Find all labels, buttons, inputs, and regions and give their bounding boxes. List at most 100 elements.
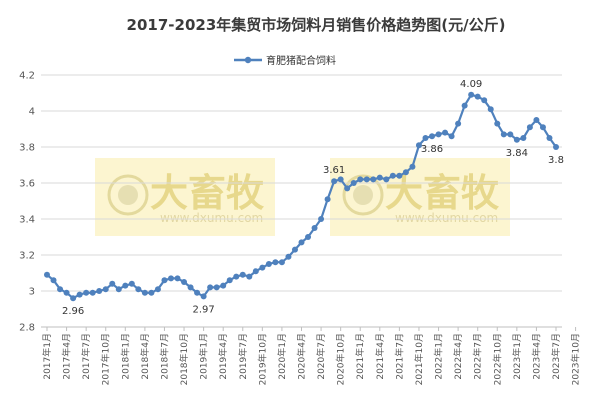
data-point	[402, 169, 409, 176]
data-point	[265, 261, 272, 267]
data-point	[324, 196, 331, 203]
data-point	[63, 289, 70, 296]
data-point	[461, 102, 468, 109]
data-point	[122, 282, 129, 289]
data-label: 4.09	[460, 79, 482, 90]
data-point	[167, 275, 174, 282]
data-point	[233, 273, 240, 280]
data-label: 2.96	[62, 306, 84, 317]
watermark-left-url: www.dxumu.com	[160, 211, 263, 225]
data-point	[154, 286, 161, 293]
data-point	[115, 286, 122, 293]
data-point	[546, 135, 553, 141]
x-tick-label: 2021年7月	[393, 333, 405, 380]
data-point	[298, 239, 305, 246]
data-point	[174, 275, 181, 282]
data-point	[207, 284, 214, 291]
y-tick-label: 4	[29, 107, 35, 118]
y-tick-label: 3	[29, 287, 35, 298]
data-point	[383, 176, 390, 183]
data-point	[389, 172, 396, 179]
watermark-right-url: www.dxumu.com	[395, 211, 498, 225]
watermark-right: 大畜牧 www.dxumu.com	[330, 158, 510, 236]
series-feed-price	[44, 91, 559, 302]
data-point	[376, 174, 383, 181]
y-axis: 2.8 3 3.2 3.4 3.6 3.8 4 4.2	[19, 71, 35, 334]
x-tick-label: 2017年10月	[100, 333, 112, 385]
data-point	[520, 135, 527, 141]
data-point	[57, 286, 64, 293]
x-axis: 2017年1月 2017年4月 2017年7月 2017年10月 2018年1月 2018…	[41, 327, 582, 385]
x-tick-label: 2019年7月	[237, 333, 249, 380]
watermark-right-logo-core	[353, 185, 373, 205]
data-point	[259, 264, 266, 271]
x-tick-label: 2018年10月	[178, 333, 190, 385]
data-point	[370, 176, 377, 183]
data-point	[89, 289, 96, 296]
data-label: 3.86	[421, 144, 443, 155]
data-point	[285, 253, 292, 260]
data-point	[331, 178, 338, 185]
x-tick-label: 2022年4月	[452, 333, 464, 380]
data-point	[148, 289, 155, 296]
x-tick-label: 2023年4月	[530, 333, 542, 380]
x-tick-label: 2022年10月	[491, 333, 503, 385]
data-point	[539, 124, 546, 131]
data-point	[507, 131, 514, 138]
data-label: 3.8	[548, 155, 564, 166]
data-point	[363, 176, 370, 183]
data-point	[513, 136, 520, 143]
data-point	[337, 176, 344, 183]
data-point	[481, 97, 488, 104]
data-point	[553, 144, 559, 150]
data-point	[246, 273, 253, 280]
data-point	[435, 131, 442, 138]
data-point	[278, 259, 285, 266]
data-point	[226, 277, 233, 284]
x-tick-label: 2023年10月	[570, 333, 582, 385]
watermark-left-logo-core	[118, 185, 138, 205]
data-point	[350, 180, 357, 186]
x-tick-label: 2022年7月	[472, 333, 484, 380]
x-tick-label: 2023年7月	[550, 333, 562, 380]
data-point	[200, 293, 207, 300]
data-point	[468, 91, 475, 98]
y-tick-label: 3.8	[19, 143, 35, 154]
data-point	[102, 286, 109, 293]
data-point	[83, 289, 90, 296]
data-point	[128, 280, 135, 287]
y-tick-label: 4.2	[19, 71, 35, 82]
data-point	[252, 268, 259, 275]
y-tick-label: 3.4	[19, 215, 35, 226]
x-tick-label: 2017年7月	[80, 333, 92, 380]
legend: 育肥猪配合饲料	[234, 54, 336, 67]
data-point	[396, 172, 403, 179]
data-point	[487, 106, 494, 113]
data-point	[187, 284, 194, 291]
x-tick-label: 2018年1月	[119, 333, 131, 380]
legend-label: 育肥猪配合饲料	[266, 54, 336, 67]
x-tick-label: 2022年1月	[433, 333, 445, 380]
x-tick-label: 2019年10月	[256, 333, 268, 385]
x-tick-label: 2021年4月	[374, 333, 386, 380]
data-point	[429, 133, 436, 140]
x-tick-label: 2018年4月	[139, 333, 151, 380]
data-label: 3.61	[323, 165, 345, 176]
data-point	[442, 129, 449, 136]
data-point	[141, 289, 148, 296]
data-point	[494, 120, 501, 127]
data-point	[239, 271, 246, 278]
chart-title: 2017-2023年集贸市场饲料月销售价格趋势图(元/公斤)	[127, 16, 506, 34]
x-tick-label: 2019年4月	[217, 333, 229, 380]
x-tick-label: 2021年10月	[413, 333, 425, 385]
data-point	[109, 280, 116, 287]
data-point	[70, 295, 77, 302]
watermark-right-logo-ring	[342, 174, 384, 216]
x-tick-label: 2017年4月	[61, 333, 73, 380]
data-labels: 2.96 2.97 3.61 3.86 4.09 3.84 3.8	[62, 79, 564, 317]
data-point	[194, 289, 201, 296]
x-tick-label: 2017年1月	[41, 333, 53, 380]
y-tick-label: 2.8	[19, 323, 35, 334]
data-point	[357, 176, 364, 183]
